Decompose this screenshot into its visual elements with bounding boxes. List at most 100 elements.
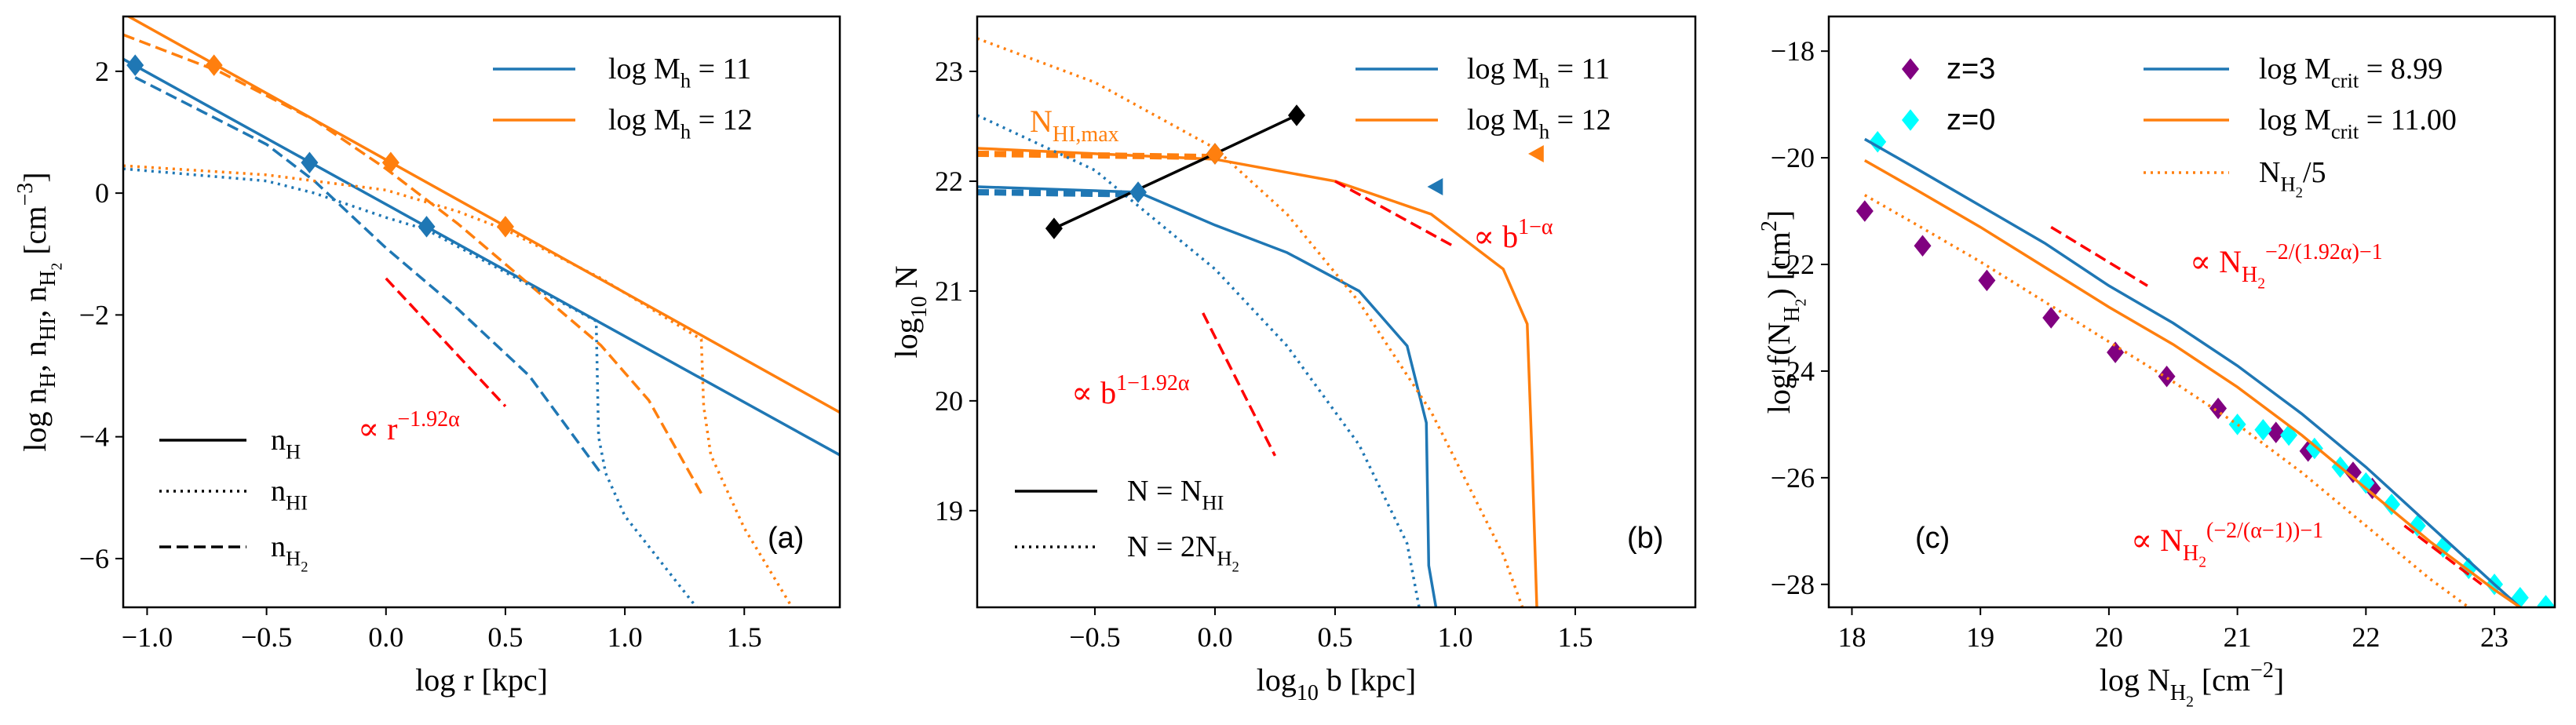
text-part: −24: [1771, 355, 1815, 387]
series-line: [977, 37, 1524, 607]
text-part: log M: [608, 53, 680, 86]
y-tick-label: −28: [1771, 569, 1815, 600]
text-part: 2: [49, 263, 65, 271]
legend-label: log Mh = 11: [1467, 53, 1610, 92]
series-line: [1863, 137, 2521, 607]
text-part: 0.5: [487, 621, 523, 653]
diamond-marker: [1288, 104, 1306, 126]
text-part: log f(N: [1761, 322, 1797, 414]
text-part: log n: [17, 388, 53, 452]
text-part: 19: [935, 495, 963, 526]
text-part: log N: [2100, 662, 2170, 698]
x-tick-label: 20: [2095, 621, 2123, 653]
axes-frame: [122, 15, 841, 609]
annotation: ∝ b1−1.92α: [1071, 371, 1190, 410]
x-axis-label: log10 b [kpc]: [1257, 662, 1417, 705]
text-part: HI: [286, 490, 308, 514]
text-part: 2: [1757, 220, 1782, 231]
annotation: NHI,max: [1030, 104, 1119, 147]
x-tick-label: 1.0: [608, 621, 643, 653]
x-tick-label: −0.5: [241, 621, 292, 653]
diamond-marker: [1902, 58, 1919, 80]
text-part: ∝ b: [1071, 375, 1116, 410]
text-part: −0.5: [241, 621, 292, 653]
text-part: N: [1030, 104, 1053, 139]
text-part: −18: [1771, 35, 1815, 67]
text-part: = 11: [691, 53, 751, 86]
text-part: N = N: [1127, 475, 1202, 508]
diamond-marker: [1902, 109, 1919, 131]
text-part: N: [888, 265, 924, 296]
x-tick-label: 21: [2224, 621, 2252, 653]
y-axis-label: log nH, nHI, nH2 [cm−3]: [13, 172, 65, 451]
text-part: , n: [17, 341, 53, 372]
plot-area: [977, 37, 1544, 607]
legend-label: z=3: [1947, 53, 1995, 86]
series-line: [2050, 225, 2148, 287]
text-part: H: [36, 372, 60, 388]
series-line: [977, 150, 1216, 161]
text-part: 20: [935, 385, 963, 417]
x-tick-label: −0.5: [1069, 621, 1120, 653]
series-line: [2403, 524, 2483, 586]
text-part: 10: [907, 296, 932, 318]
x-tick-label: 22: [2352, 621, 2380, 653]
diamond-marker: [2042, 307, 2060, 329]
x-tick-label: 23: [2480, 621, 2508, 653]
x-tick-label: 0.5: [1317, 621, 1352, 653]
text-part: 0.5: [1317, 621, 1352, 653]
diamond-marker: [2209, 397, 2228, 420]
text-part: N = 2N: [1127, 530, 1217, 563]
text-part: −3: [13, 183, 38, 206]
series-line: [134, 76, 603, 475]
text-part: (−2/(α−1))−1: [2206, 519, 2323, 543]
x-axis-label: log r [kpc]: [415, 662, 548, 698]
series-line: [1334, 180, 1456, 249]
x-tick-label: −1.0: [122, 621, 173, 653]
series-line: [123, 57, 840, 457]
text-part: −6: [79, 543, 109, 574]
y-axis-label: log10 N: [888, 265, 932, 358]
text-part: = 11.00: [2359, 104, 2457, 137]
text-part: 18: [1837, 621, 1866, 653]
text-part: HI: [1202, 490, 1224, 514]
text-part: H: [36, 270, 60, 286]
legend-label: NH2/5: [2259, 156, 2326, 201]
text-part: ∝ b: [1473, 219, 1518, 254]
plot-area: [123, 16, 840, 607]
text-part: −26: [1771, 462, 1815, 494]
y-tick-label: −24: [1771, 355, 1815, 387]
legend-label: nH2: [271, 530, 308, 575]
text-part: 2: [301, 559, 308, 575]
text-part: H: [2170, 681, 2186, 705]
text-part: 23: [2480, 621, 2508, 653]
text-part: log M: [608, 104, 680, 137]
text-part: −28: [1771, 569, 1815, 600]
text-part: −4: [79, 421, 109, 453]
axes-frame: [976, 15, 1697, 609]
x-tick-label: 19: [1966, 621, 1994, 653]
series-line: [1202, 312, 1277, 457]
diamond-marker: [1869, 130, 1887, 153]
text-part: = 12: [1549, 104, 1611, 137]
text-part: −20: [1771, 142, 1815, 173]
plot-area: [1855, 130, 2555, 607]
text-part: 22: [2352, 621, 2380, 653]
panel-label: (a): [768, 522, 804, 555]
text-part: H: [1780, 306, 1804, 322]
text-part: N: [2259, 156, 2280, 189]
text-part: h: [680, 68, 691, 92]
y-tick-label: −22: [1771, 249, 1815, 280]
text-part: 1−α: [1518, 215, 1553, 239]
y-tick-label: −18: [1771, 35, 1815, 67]
text-part: ∝ r: [358, 411, 397, 446]
legend-label: log Mh = 11: [608, 53, 751, 92]
series-line: [385, 277, 507, 408]
text-part: 2: [2257, 275, 2265, 292]
diamond-marker: [1206, 143, 1224, 165]
series-line: [1863, 194, 2470, 607]
y-tick-label: −2: [79, 299, 109, 330]
diamond-marker: [1978, 269, 1996, 292]
x-tick-label: 0.5: [487, 621, 523, 653]
